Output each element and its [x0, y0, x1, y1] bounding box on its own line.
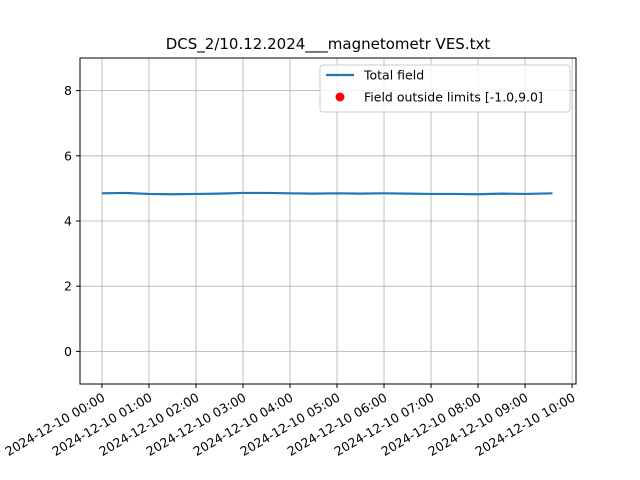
series-layer [101, 191, 553, 196]
chart-title: DCS_2/10.12.2024___magnetometr VES.txt [166, 35, 491, 54]
legend: Total field Field outside limits [-1.0,9.… [319, 64, 571, 113]
y-tick-label: 2 [64, 279, 72, 294]
y-tick-label: 8 [64, 83, 72, 98]
legend-label: Total field [363, 68, 424, 83]
legend-box [319, 64, 571, 113]
legend-label: Field outside limits [-1.0,9.0] [364, 90, 543, 105]
y-tick-label: 4 [64, 214, 72, 229]
series-line-total-field [101, 191, 553, 196]
legend-point-marker [335, 92, 345, 102]
y-axis: 0 2 4 6 8 [64, 83, 80, 359]
y-tick-label: 0 [64, 344, 72, 359]
y-tick-label: 6 [64, 148, 72, 163]
